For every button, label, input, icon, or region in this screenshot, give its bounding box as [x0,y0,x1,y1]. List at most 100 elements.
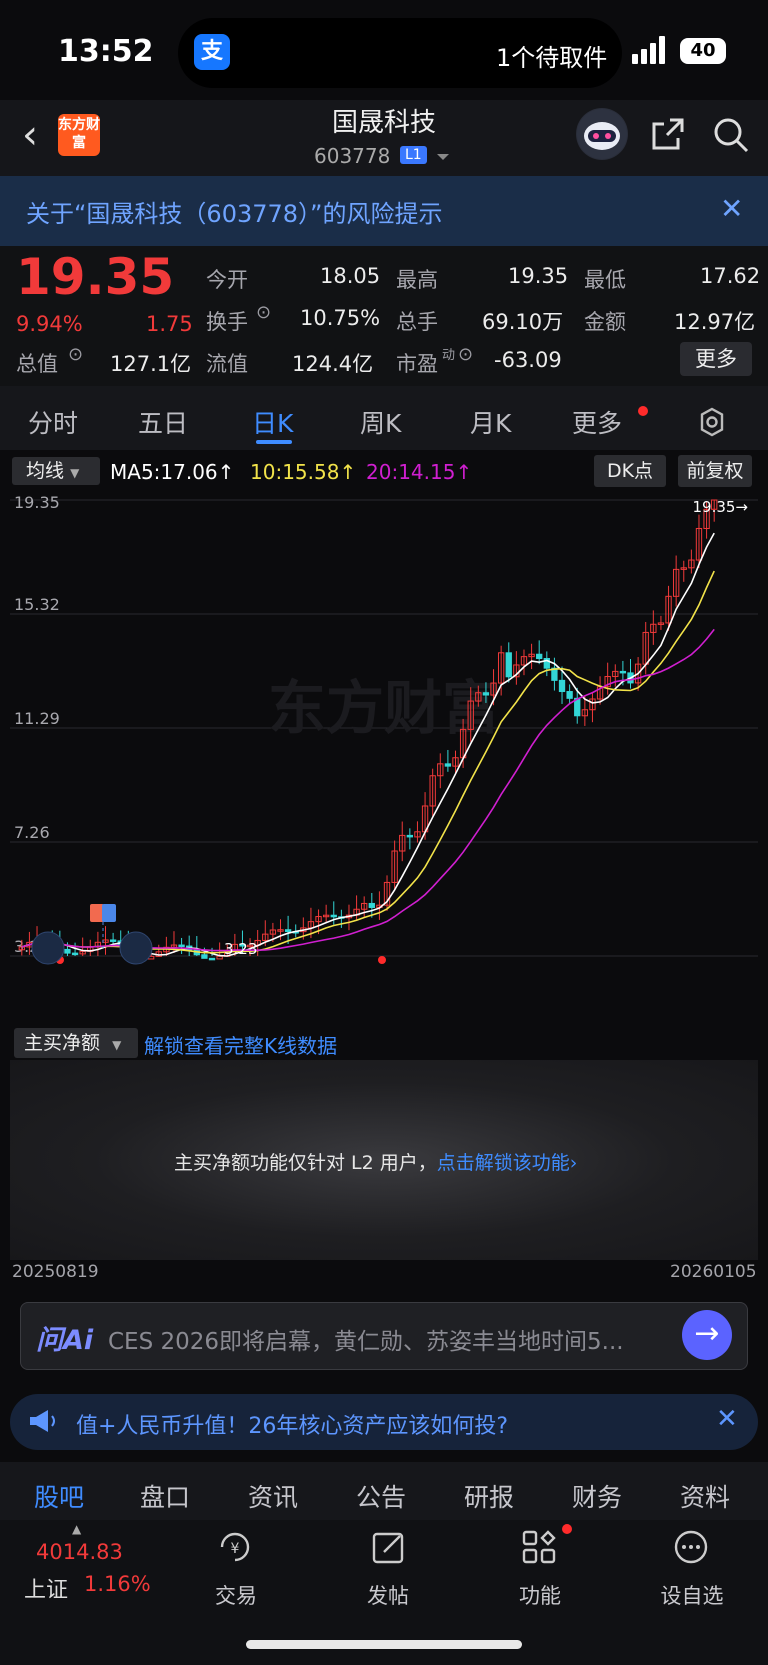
tab-more[interactable]: 更多 [572,409,623,438]
close-icon[interactable]: ✕ [720,192,744,225]
candle-body [391,850,398,883]
candle-body [680,567,687,570]
level-badge[interactable]: L1 [400,146,427,164]
candle-body [269,929,277,935]
triangle-up-icon: ▲ [72,1522,82,1536]
adjustment-button[interactable]: 前复权 [678,455,752,487]
low-label: 最低 [584,268,626,292]
nav-functions[interactable]: 功能 [519,1584,561,1608]
quote-panel [0,246,768,386]
candle-body [361,902,368,910]
index-value[interactable]: 4014.83 [36,1540,123,1564]
tab-weekly-k[interactable]: 周K [360,409,402,438]
tab-five-day[interactable]: 五日 [138,409,189,438]
dk-point [378,956,386,964]
search-icon[interactable] [712,116,750,154]
tab-finance[interactable]: 财务 [572,1483,623,1512]
dk-point-button[interactable]: DK点 [594,455,666,487]
more-button[interactable]: 更多 [680,342,752,376]
candle-body [368,902,375,908]
home-indicator [246,1640,522,1649]
candle-body [330,914,337,918]
tab-announcements[interactable]: 公告 [356,1483,407,1512]
stock-header [0,100,768,176]
scroll-left-button [31,931,65,965]
arrow-right-icon[interactable]: → [682,1310,732,1360]
back-button[interactable]: ‹ [22,112,38,158]
mcap-value: 127.1亿 [110,352,192,376]
amount-label: 金额 [584,310,626,334]
date-start: 20250819 [12,1262,99,1282]
unlock-kline-link[interactable]: 解锁查看完整K线数据 [144,1034,338,1058]
index-pct[interactable]: 1.16% [84,1572,151,1596]
stock-name: 国晟科技 [331,108,436,138]
indicator-selector[interactable]: 主买净额 ▼ [14,1028,138,1058]
candle-body [239,943,246,947]
tab-news[interactable]: 资讯 [248,1483,299,1512]
nav-post[interactable]: 发帖 [367,1584,409,1608]
eastmoney-logo[interactable]: 东方财富 [58,114,100,156]
candle-body [109,939,117,942]
watermark: 东方财富 [268,674,500,742]
pe-label: 市盈 [396,352,438,376]
promo-text[interactable]: 值+人民币升值！26年核心资产应该如何投? [76,1414,509,1439]
robot-assistant-icon[interactable] [576,108,628,160]
candle-body [672,568,680,597]
dynamic-island[interactable] [178,18,622,88]
info-icon[interactable]: ⊙ [458,344,474,365]
svg-text:¥: ¥ [231,1541,240,1557]
candle-body [399,834,406,852]
ma-selector[interactable]: 均线 ▼ [12,457,100,485]
ask-ai-prompt[interactable]: CES 2026即将启幕，黄仁勋、苏姿丰当地时间5... [108,1329,624,1355]
tab-profile[interactable]: 资料 [680,1483,731,1512]
settings-icon[interactable] [696,406,728,438]
promo-banner[interactable] [10,1394,758,1450]
high-value: 19.35 [508,264,569,288]
candle-body [612,670,619,678]
tab-guba[interactable]: 股吧 [34,1483,85,1512]
trade-icon[interactable]: ¥ [214,1526,256,1568]
volume-label: 总手 [396,310,438,334]
unlock-feature-link[interactable]: 点击解锁该功能› [436,1152,578,1174]
tab-pankou[interactable]: 盘口 [140,1483,191,1512]
zoom-button [119,931,153,965]
candle-body [452,757,459,767]
content-tabs [0,1462,768,1520]
risk-banner[interactable] [0,176,768,246]
more-dots-icon[interactable] [670,1526,712,1568]
signal-badge [102,904,116,922]
candle-body [383,881,391,906]
chevron-down-icon[interactable] [436,152,450,162]
candle-body [475,692,482,702]
risk-text[interactable]: 关于“国晟科技（603778）”的风险提示 [26,200,443,228]
tab-monthly-k[interactable]: 月K [470,409,512,438]
edit-icon[interactable] [368,1526,410,1568]
candle-body [566,691,573,699]
candle-body [589,698,596,711]
ask-ai-box[interactable] [20,1302,748,1370]
index-name[interactable]: 上证 [24,1578,69,1603]
signal-badge [90,904,104,922]
candle-body [467,700,474,730]
tab-daily-k[interactable]: 日K [252,409,294,438]
status-time: 13:52 [58,34,154,69]
nav-trade[interactable]: 交易 [215,1584,257,1608]
info-icon[interactable]: ⊙ [256,302,272,323]
active-tab-indicator [256,440,292,444]
candle-body [262,933,269,941]
share-icon[interactable] [650,116,686,152]
candle-body [201,954,208,959]
tab-intraday[interactable]: 分时 [28,409,79,438]
megaphone-icon [30,1410,55,1432]
nav-add-watchlist[interactable]: 设自选 [660,1584,724,1608]
candle-body [497,652,505,684]
turnover-label: 换手 [206,310,248,334]
tab-reports[interactable]: 研报 [464,1483,515,1512]
y-tick-label: 11.29 [14,709,60,728]
close-icon[interactable]: ✕ [716,1404,738,1434]
grid-icon[interactable] [518,1526,560,1568]
period-tabs [0,386,768,450]
volume-value: 69.10万 [482,310,564,334]
info-icon[interactable]: ⊙ [68,344,84,365]
